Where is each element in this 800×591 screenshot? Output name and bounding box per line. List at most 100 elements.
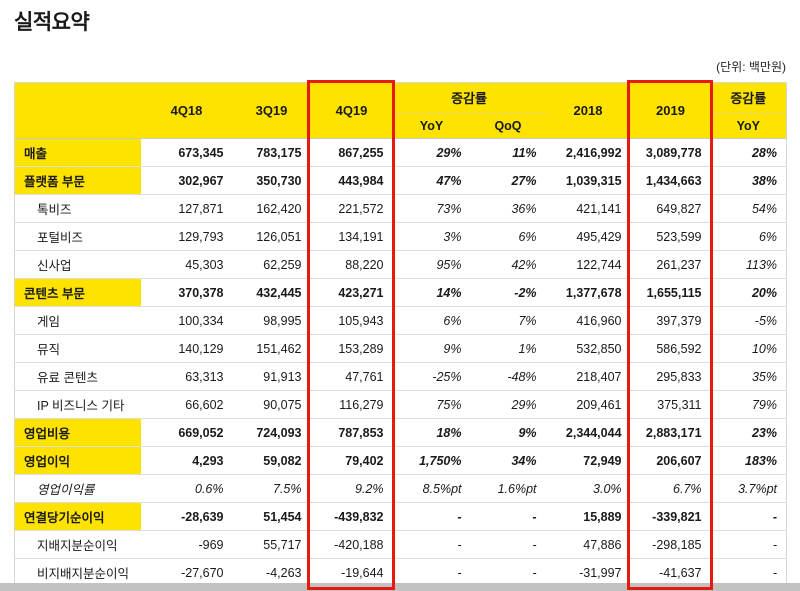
table-row: 영업이익률 0.6% 7.5% 9.2% 8.5%pt 1.6%pt 3.0% 6.7% 3.7… [14, 474, 787, 503]
cell: 6.7% [630, 474, 711, 503]
cell: 1,377,678 [545, 278, 631, 307]
cell: 122,744 [545, 250, 631, 279]
cell: 126,051 [232, 222, 311, 251]
cell: 18% [392, 418, 471, 447]
cell: 1,039,315 [545, 166, 631, 195]
cell: 140,129 [140, 334, 233, 363]
cell: 375,311 [630, 390, 711, 419]
cell: -420,188 [310, 530, 393, 559]
table-row: 유료 콘텐츠 63,313 91,913 47,761 -25% -48% 218,407 2… [14, 362, 787, 391]
row-label: 톡비즈 [14, 194, 141, 223]
table-row: 지배지분순이익 -969 55,717 -420,188- -47,886 -298,18… [14, 530, 787, 559]
cell: 47,761 [310, 362, 393, 391]
cell: 91,913 [232, 362, 311, 391]
cell: 34% [470, 446, 546, 475]
cell: 66,602 [140, 390, 233, 419]
cell: 113% [710, 250, 787, 279]
cell: 209,461 [545, 390, 631, 419]
cell: 1,434,663 [630, 166, 711, 195]
cell: 127,871 [140, 194, 233, 223]
cell: 95% [392, 250, 471, 279]
cell: 9% [470, 418, 546, 447]
performance-summary-table-wrap: 4Q18 3Q19 4Q19 증감률 2018 2019 증감률 YoY QoQ… [14, 80, 788, 590]
cell: 350,730 [232, 166, 311, 195]
cell: 11% [470, 138, 546, 167]
cell: 6% [470, 222, 546, 251]
cell: - [710, 502, 787, 531]
cell: -48% [470, 362, 546, 391]
cell: 4,293 [140, 446, 233, 475]
cell: 1% [470, 334, 546, 363]
table-row: 콘텐츠 부문 370,378 432,445 423,271 14% -2% 1,377,6… [14, 278, 787, 307]
row-label: 지배지분순이익 [14, 530, 141, 559]
row-label: 영업이익률 [14, 474, 141, 503]
cell: 116,279 [310, 390, 393, 419]
cell: 63,313 [140, 362, 233, 391]
cell: 261,237 [630, 250, 711, 279]
cell: 29% [470, 390, 546, 419]
cell: 669,052 [140, 418, 233, 447]
cell: 153,289 [310, 334, 393, 363]
cell: 2,344,044 [545, 418, 631, 447]
cell: 495,429 [545, 222, 631, 251]
cell: 867,255 [310, 138, 393, 167]
cell: 3.0% [545, 474, 631, 503]
cell: 42% [470, 250, 546, 279]
cell: 28% [710, 138, 787, 167]
cell: 134,191 [310, 222, 393, 251]
cell: 55,717 [232, 530, 311, 559]
col-header-qoq: QoQ [470, 112, 546, 139]
row-label: 유료 콘텐츠 [14, 362, 141, 391]
cell: 36% [470, 194, 546, 223]
cell: 370,378 [140, 278, 233, 307]
table-row: 영업이익 4,293 59,082 79,402 1,750% 34% 72,949 206,… [14, 446, 787, 475]
cell: - [392, 530, 471, 559]
row-label: 신사업 [14, 250, 141, 279]
cell: 129,793 [140, 222, 233, 251]
row-label: IP 비즈니스 기타 [14, 390, 141, 419]
cell: -969 [140, 530, 233, 559]
cell: 3,089,778 [630, 138, 711, 167]
cell: -28,639 [140, 502, 233, 531]
row-label: 게임 [14, 306, 141, 335]
cell: 724,093 [232, 418, 311, 447]
row-label: 콘텐츠 부문 [14, 278, 141, 307]
unit-note: (단위: 백만원) [716, 60, 786, 74]
cell: 206,607 [630, 446, 711, 475]
cell: 79% [710, 390, 787, 419]
cell: 7.5% [232, 474, 311, 503]
row-label: 영업비용 [14, 418, 141, 447]
cell: -439,832 [310, 502, 393, 531]
cell: - [470, 502, 546, 531]
performance-summary-table: 4Q18 3Q19 4Q19 증감률 2018 2019 증감률 YoY QoQ… [14, 82, 788, 587]
table-header: 4Q18 3Q19 4Q19 증감률 2018 2019 증감률 YoY QoQ… [14, 82, 787, 139]
cell: - [392, 502, 471, 531]
cell: -25% [392, 362, 471, 391]
row-label: 영업이익 [14, 446, 141, 475]
cell: 3% [392, 222, 471, 251]
table-row: IP 비즈니스 기타 66,602 90,075 116,279 75% 29% 209,4… [14, 390, 787, 419]
cell: 443,984 [310, 166, 393, 195]
cell: 1.6%pt [470, 474, 546, 503]
cell: -2% [470, 278, 546, 307]
horizontal-scrollbar[interactable] [0, 583, 800, 591]
row-label: 연결당기순이익 [14, 502, 141, 531]
cell: 51,454 [232, 502, 311, 531]
page-title: 실적요약 [14, 11, 90, 34]
table-row: 뮤직 140,129 151,462 153,289 9% 1% 532,850 586,59… [14, 334, 787, 363]
cell: 218,407 [545, 362, 631, 391]
cell: 100,334 [140, 306, 233, 335]
col-header-yoy: YoY [392, 112, 471, 139]
table-row: 포털비즈 129,793 126,051 134,191 3% 6% 495,429 523,… [14, 222, 787, 251]
cell: 54% [710, 194, 787, 223]
cell: 1,750% [392, 446, 471, 475]
table-row: 플랫폼 부문 302,967 350,730 443,984 47% 27% 1,039,3… [14, 166, 787, 195]
cell: 88,220 [310, 250, 393, 279]
cell: 1,655,115 [630, 278, 711, 307]
col-header-4q19: 4Q19 [310, 82, 393, 139]
col-header-3q19: 3Q19 [232, 82, 311, 139]
table-row: 연결당기순이익 -28,639 51,454 -439,832- -15,889 -339… [14, 502, 787, 531]
corner-cell [14, 82, 141, 139]
cell: 0.6% [140, 474, 233, 503]
